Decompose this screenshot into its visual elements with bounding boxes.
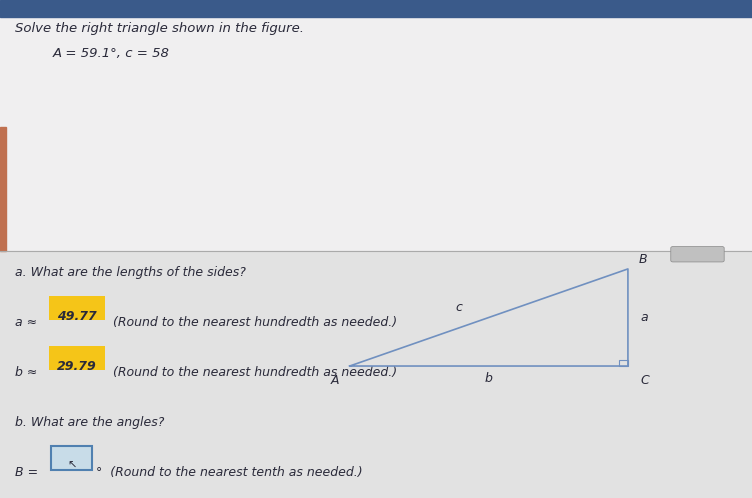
Text: b: b bbox=[485, 372, 493, 385]
Text: b ≈: b ≈ bbox=[15, 366, 41, 379]
Text: A: A bbox=[330, 374, 339, 386]
Bar bbox=[0, 0, 752, 17]
Text: a: a bbox=[641, 311, 648, 324]
Text: (Round to the nearest hundredth as needed.): (Round to the nearest hundredth as neede… bbox=[109, 316, 397, 329]
Text: 49.77: 49.77 bbox=[57, 310, 97, 323]
Bar bbox=[0, 251, 752, 498]
Text: b. What are the angles?: b. What are the angles? bbox=[15, 416, 165, 429]
Text: (Round to the nearest hundredth as needed.): (Round to the nearest hundredth as neede… bbox=[109, 366, 397, 379]
Bar bbox=[619, 360, 628, 366]
Bar bbox=[0, 17, 752, 251]
Bar bbox=[49, 346, 105, 370]
Bar bbox=[49, 296, 105, 320]
Text: a. What are the lengths of the sides?: a. What are the lengths of the sides? bbox=[15, 266, 246, 279]
Text: B: B bbox=[638, 253, 647, 266]
Text: a ≈: a ≈ bbox=[15, 316, 41, 329]
Bar bbox=[0, 127, 6, 251]
FancyBboxPatch shape bbox=[671, 247, 724, 262]
Text: Solve the right triangle shown in the figure.: Solve the right triangle shown in the fi… bbox=[15, 22, 304, 35]
Text: 29.79: 29.79 bbox=[57, 360, 97, 373]
Text: ↖: ↖ bbox=[67, 461, 77, 471]
Text: A = 59.1°, c = 58: A = 59.1°, c = 58 bbox=[53, 47, 169, 60]
Text: B =: B = bbox=[15, 466, 42, 479]
Text: C: C bbox=[640, 374, 649, 386]
Text: c: c bbox=[455, 301, 462, 314]
Bar bbox=[51, 446, 92, 470]
Text: °  (Round to the nearest tenth as needed.): ° (Round to the nearest tenth as needed.… bbox=[96, 466, 363, 479]
